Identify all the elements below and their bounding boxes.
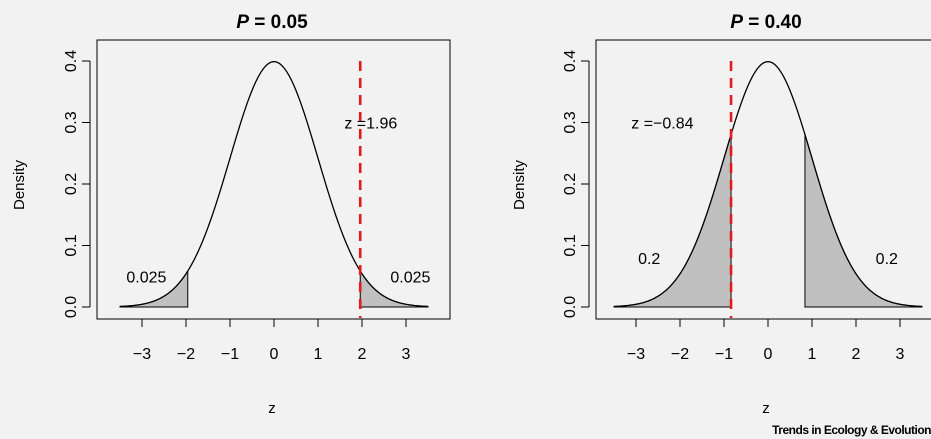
y-tick-label: 0.4 bbox=[63, 50, 80, 72]
x-tick-label: 0 bbox=[270, 346, 279, 363]
chart-title: P = 0.40 bbox=[730, 12, 801, 33]
y-tick-label: 0.2 bbox=[562, 173, 579, 195]
y-axis-label: Density bbox=[11, 159, 28, 210]
annotation-2: 0.025 bbox=[126, 269, 166, 286]
x-tick-label: −2 bbox=[671, 346, 689, 363]
y-tick-label: 0.3 bbox=[562, 111, 579, 133]
title-value: = 0.05 bbox=[249, 12, 308, 33]
x-tick-label: −3 bbox=[133, 346, 151, 363]
x-tick-label: 1 bbox=[808, 346, 817, 363]
journal-label: Trends in Ecology & Evolution bbox=[772, 423, 931, 437]
chart-title: P = 0.05 bbox=[236, 12, 308, 33]
x-tick-label: 2 bbox=[358, 346, 367, 363]
chart-panel-2: −3 −2 −1 0 1 2 3 0.0 0.1 0.2 0.3 0.4 z Density P = 0.4… bbox=[511, 12, 931, 417]
y-tick-label: 0.0 bbox=[562, 296, 579, 318]
annotation-1: z =−0.84 bbox=[631, 116, 693, 133]
y-axis-label: Density bbox=[511, 159, 528, 210]
x-axis-label: z bbox=[762, 400, 770, 417]
annotation-1: z =1.96 bbox=[344, 116, 397, 133]
annotation-3: 0.025 bbox=[390, 269, 430, 286]
y-tick-label: 0.2 bbox=[63, 173, 80, 195]
y-tick-label: 0.1 bbox=[63, 234, 80, 256]
title-value: = 0.40 bbox=[743, 12, 802, 33]
title-variable: P bbox=[730, 12, 743, 33]
x-tick-label: 2 bbox=[852, 346, 861, 363]
x-axis-label: z bbox=[268, 400, 276, 417]
x-tick-label: 3 bbox=[896, 346, 905, 363]
annotation-3: 0.2 bbox=[876, 251, 898, 268]
y-tick-label: 0.0 bbox=[63, 296, 80, 318]
tail-area-2 bbox=[804, 134, 923, 308]
tail-area-1 bbox=[613, 134, 732, 308]
title-variable: P bbox=[236, 12, 249, 33]
x-tick-label: −1 bbox=[221, 346, 239, 363]
y-tick-label: 0.4 bbox=[562, 50, 579, 72]
chart-panel-1: −3 −2 −1 0 1 2 3 0.0 0.1 0.2 0.3 0.4 z Density P = 0.0… bbox=[11, 12, 451, 417]
annotation-2: 0.2 bbox=[638, 251, 660, 268]
x-tick-label: −1 bbox=[715, 346, 733, 363]
x-tick-label: −2 bbox=[177, 346, 195, 363]
density-curve bbox=[613, 60, 923, 308]
x-tick-label: 0 bbox=[764, 346, 773, 363]
density-curve bbox=[119, 60, 429, 308]
x-tick-label: −3 bbox=[627, 346, 645, 363]
x-tick-label: 1 bbox=[314, 346, 323, 363]
plot-frame bbox=[595, 39, 931, 320]
y-tick-label: 0.3 bbox=[63, 111, 80, 133]
x-tick-label: 3 bbox=[402, 346, 411, 363]
y-tick-label: 0.1 bbox=[562, 234, 579, 256]
